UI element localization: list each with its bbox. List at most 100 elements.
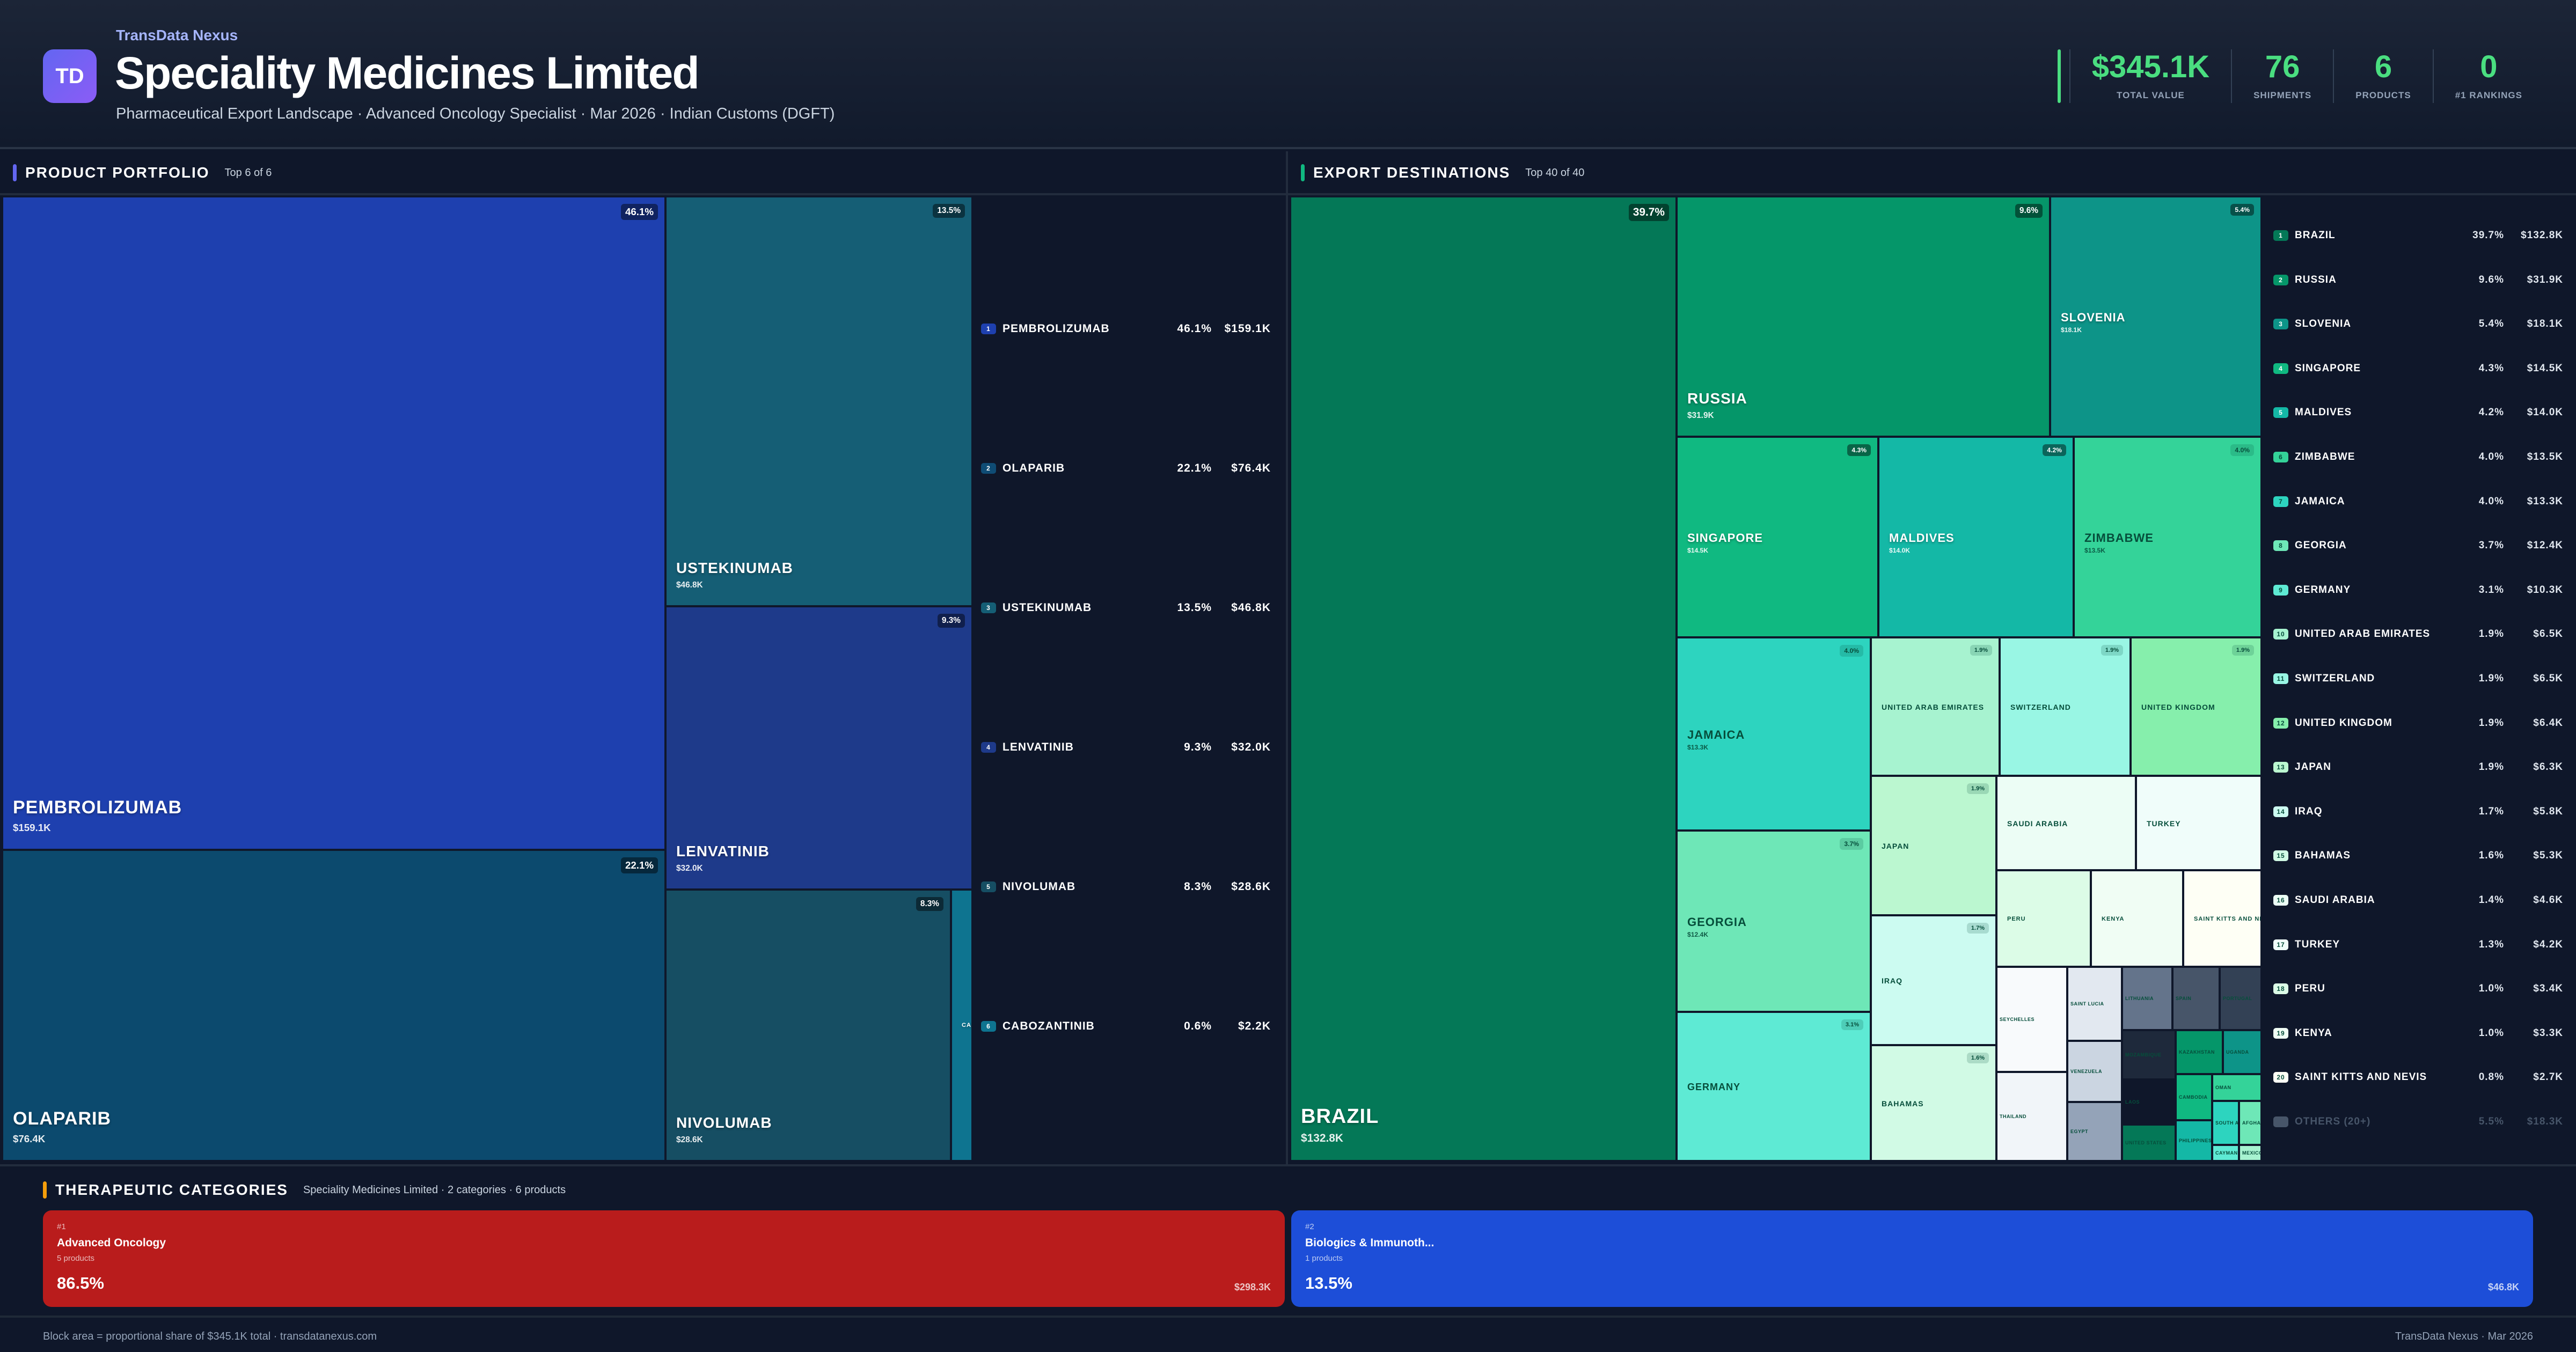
destination-list-row[interactable]: 5 MALDIVES 4.2% $14.0K: [2273, 406, 2563, 420]
destination-list-row[interactable]: 18 PERU 1.0% $3.4K: [2273, 982, 2563, 996]
treemap-tile-small[interactable]: KAZAKHSTAN: [2177, 1031, 2222, 1073]
treemap-tile-turkey[interactable]: TURKEY: [2137, 777, 2260, 869]
treemap-tile-olaparib[interactable]: 22.1% OLAPARIB $76.4K: [3, 851, 664, 1160]
page-header: TD TransData Nexus Speciality Medicines …: [0, 0, 2576, 149]
treemap-tile-small[interactable]: SEYCHELLES: [1997, 968, 2066, 1071]
product-list-row[interactable]: 6 CABOZANTINIB 0.6% $2.2K: [981, 1018, 1271, 1034]
treemap-tile-zimbabwe[interactable]: 4.0% ZIMBABWE $13.5K: [2075, 438, 2260, 636]
destination-share: 1.9%: [2478, 673, 2504, 684]
destination-list-row[interactable]: 4 SINGAPORE 4.3% $14.5K: [2273, 362, 2563, 376]
treemap-tile-georgia[interactable]: 3.7% GEORGIA $12.4K: [1678, 832, 1870, 1011]
destination-list-row[interactable]: 17 TURKEY 1.3% $4.2K: [2273, 938, 2563, 952]
destination-value: $13.3K: [2527, 495, 2563, 507]
product-value: $76.4K: [1231, 462, 1271, 474]
treemap-tile-small[interactable]: UNITED STATES: [2123, 1126, 2175, 1160]
treemap-tile-small[interactable]: MEXICO: [2240, 1146, 2260, 1160]
treemap-tile-united-arab-emirates[interactable]: 1.9% UNITED ARAB EMIRATES: [1872, 638, 1999, 775]
treemap-tile-iraq[interactable]: 1.7% IRAQ: [1872, 916, 1995, 1044]
treemap-tile-japan[interactable]: 1.9% JAPAN: [1872, 777, 1995, 914]
treemap-tile-jamaica[interactable]: 4.0% JAMAICA $13.3K: [1678, 638, 1870, 829]
treemap-tile-small[interactable]: PORTUGAL: [2221, 968, 2260, 1029]
treemap-tile-peru[interactable]: PERU: [1997, 871, 2090, 966]
treemap-tile-small[interactable]: EGYPT: [2068, 1103, 2121, 1160]
treemap-tile-small[interactable]: SPAIN: [2174, 968, 2219, 1029]
product-list-row[interactable]: 4 LENVATINIB 9.3% $32.0K: [981, 739, 1271, 755]
destination-list-row[interactable]: 8 GEORGIA 3.7% $12.4K: [2273, 539, 2563, 553]
destination-list-row[interactable]: 1 BRAZIL 39.7% $132.8K: [2273, 229, 2563, 243]
treemap-tile-maldives[interactable]: 4.2% MALDIVES $14.0K: [1879, 438, 2073, 636]
treemap-tile-kenya[interactable]: KENYA: [2092, 871, 2182, 966]
destination-list-row[interactable]: 15 BAHAMAS 1.6% $5.3K: [2273, 849, 2563, 863]
treemap-tile-ustekinumab[interactable]: 13.5% USTEKINUMAB $46.8K: [667, 197, 971, 605]
rank-badge: 12: [2273, 717, 2288, 729]
kpi-label: PRODUCTS: [2355, 90, 2411, 100]
share-badge: 9.3%: [937, 614, 965, 628]
treemap-tile-small[interactable]: VENEZUELA: [2068, 1042, 2121, 1101]
destination-list-row[interactable]: 6 ZIMBABWE 4.0% $13.5K: [2273, 450, 2563, 464]
treemap-tile-cabozantinib[interactable]: CABO: [952, 891, 971, 1160]
destination-list-row[interactable]: 13 JAPAN 1.9% $6.3K: [2273, 760, 2563, 774]
tile-name: JAMAICA: [1687, 728, 1745, 741]
destination-list-row[interactable]: 12 UNITED KINGDOM 1.9% $6.4K: [2273, 716, 2563, 730]
treemap-tile-small[interactable]: MOZAMBIQUE: [2123, 1031, 2175, 1078]
product-value: $32.0K: [1231, 741, 1271, 753]
treemap-tile-small[interactable]: AFGHANISTAN: [2240, 1102, 2260, 1144]
category-card-advanced-oncology[interactable]: #1 Advanced Oncology 5 products 86.5% $2…: [43, 1210, 1285, 1307]
treemap-tile-lenvatinib[interactable]: 9.3% LENVATINIB $32.0K: [667, 607, 971, 888]
treemap-tile-small[interactable]: SOUTH AFR...: [2213, 1102, 2238, 1144]
treemap-tile-small[interactable]: SAINT LUCIA: [2068, 968, 2121, 1040]
tile-name: CAMBODIA: [2179, 1094, 2208, 1100]
destination-list-row[interactable]: 19 KENYA 1.0% $3.3K: [2273, 1026, 2563, 1040]
destination-list-row[interactable]: 7 JAMAICA 4.0% $13.3K: [2273, 495, 2563, 509]
destination-list-row-others[interactable]: OTHERS (20+) 5.5% $18.3K: [2273, 1115, 2563, 1129]
destination-list-row[interactable]: 3 SLOVENIA 5.4% $18.1K: [2273, 317, 2563, 331]
treemap-tile-saint-kitts-and-nevis[interactable]: SAINT KITTS AND NEVIS: [2184, 871, 2260, 966]
treemap-tile-small[interactable]: CAMBODIA: [2177, 1075, 2211, 1119]
destination-share: 0.8%: [2478, 1071, 2504, 1083]
treemap-tile-slovenia[interactable]: 5.4% SLOVENIA $18.1K: [2051, 197, 2260, 436]
treemap-tile-germany[interactable]: 3.1% GERMANY: [1678, 1013, 1870, 1160]
treemap-tile-russia[interactable]: 9.6% RUSSIA $31.9K: [1678, 197, 2049, 436]
destination-name: RUSSIA: [2295, 274, 2337, 285]
destination-share: 3.7%: [2478, 540, 2504, 552]
rank-badge: 4: [2273, 363, 2288, 374]
destination-list-row[interactable]: 14 IRAQ 1.7% $5.8K: [2273, 805, 2563, 819]
treemap-tile-pembrolizumab[interactable]: 46.1% PEMBROLIZUMAB $159.1K: [3, 197, 664, 849]
product-list-row[interactable]: 3 USTEKINUMAB 13.5% $46.8K: [981, 600, 1271, 616]
treemap-tile-small[interactable]: THAILAND: [1997, 1073, 2066, 1160]
treemap-tile-small[interactable]: LAOS: [2123, 1081, 2175, 1123]
treemap-tile-singapore[interactable]: 4.3% SINGAPORE $14.5K: [1678, 438, 1877, 636]
category-card-biologics[interactable]: #2 Biologics & Immunoth... 1 products 13…: [1291, 1210, 2533, 1307]
destination-name: SAUDI ARABIA: [2295, 894, 2375, 906]
treemap-tile-small[interactable]: OMAN: [2213, 1075, 2260, 1100]
treemap-tile-bahamas[interactable]: 1.6% BAHAMAS: [1872, 1046, 1995, 1160]
tile-name: SPAIN: [2176, 996, 2192, 1001]
destination-list-row[interactable]: 20 SAINT KITTS AND NEVIS 0.8% $2.7K: [2273, 1070, 2563, 1084]
treemap-tile-nivolumab[interactable]: 8.3% NIVOLUMAB $28.6K: [667, 891, 950, 1160]
destination-list-row[interactable]: 2 RUSSIA 9.6% $31.9K: [2273, 273, 2563, 287]
treemap-tile-small[interactable]: UGANDA: [2224, 1031, 2260, 1073]
tile-value: $31.9K: [1687, 411, 1714, 420]
treemap-tile-small[interactable]: CAYMAN IS...: [2213, 1146, 2238, 1160]
treemap-tile-united-kingdom[interactable]: 1.9% UNITED KINGDOM: [2132, 638, 2260, 775]
category-value: $298.3K: [1234, 1282, 1271, 1292]
category-rank: #2: [1305, 1222, 1314, 1231]
share-badge: 1.7%: [1966, 923, 1989, 934]
treemap-tile-small[interactable]: LITHUANIA: [2123, 968, 2171, 1029]
destination-list-row[interactable]: 9 GERMANY 3.1% $10.3K: [2273, 583, 2563, 597]
destination-list-row[interactable]: 10 UNITED ARAB EMIRATES 1.9% $6.5K: [2273, 627, 2563, 641]
product-list-row[interactable]: 5 NIVOLUMAB 8.3% $28.6K: [981, 879, 1271, 895]
rank-badge: 15: [2273, 850, 2288, 862]
section-accent-bar: [43, 1181, 47, 1199]
destination-list-row[interactable]: 11 SWITZERLAND 1.9% $6.5K: [2273, 672, 2563, 686]
destination-list-row[interactable]: 16 SAUDI ARABIA 1.4% $4.6K: [2273, 893, 2563, 907]
page-footer: Block area = proportional share of $345.…: [0, 1316, 2576, 1352]
treemap-tile-brazil[interactable]: 39.7% BRAZIL $132.8K: [1291, 197, 1675, 1160]
treemap-tile-switzerland[interactable]: 1.9% SWITZERLAND: [2001, 638, 2129, 775]
product-list-row[interactable]: 1 PEMBROLIZUMAB 46.1% $159.1K: [981, 321, 1271, 337]
tile-name: SEYCHELLES: [2000, 1017, 2035, 1022]
share-badge: 1.6%: [1966, 1053, 1989, 1063]
treemap-tile-saudi-arabia[interactable]: SAUDI ARABIA: [1997, 777, 2135, 869]
treemap-tile-small[interactable]: PHILIPPINES: [2177, 1121, 2211, 1160]
product-list-row[interactable]: 2 OLAPARIB 22.1% $76.4K: [981, 460, 1271, 476]
